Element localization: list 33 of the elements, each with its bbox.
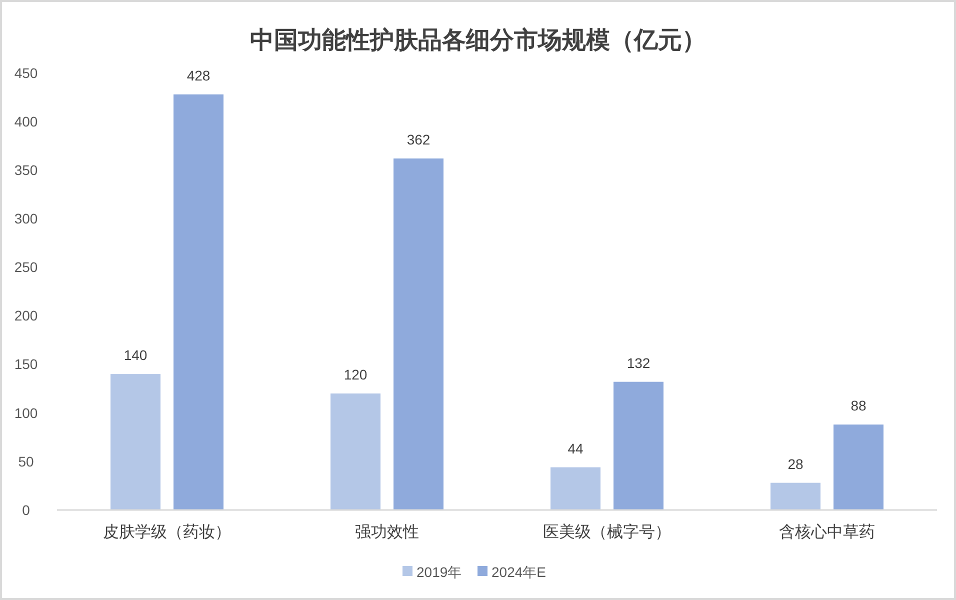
y-tick-label: 50	[18, 453, 34, 470]
y-tick-label: 100	[14, 404, 38, 421]
data-label: 88	[850, 398, 866, 414]
legend-label: 2019年	[416, 564, 462, 580]
bar	[394, 158, 444, 510]
bar	[770, 482, 820, 510]
legend-label: 2024年E	[492, 564, 546, 580]
y-tick-label: 350	[14, 162, 38, 178]
bar	[614, 382, 664, 510]
y-tick-label: 250	[14, 259, 38, 276]
bar	[330, 393, 380, 510]
data-label: 140	[124, 347, 148, 364]
data-label: 428	[186, 67, 210, 84]
x-tick-label: 皮肤学级（药妆）	[103, 523, 231, 541]
bar	[174, 94, 224, 510]
x-tick-label: 含核心中草药	[779, 523, 875, 541]
y-tick-label: 450	[14, 64, 38, 81]
data-label: 28	[788, 456, 804, 472]
bar	[550, 467, 600, 510]
bar	[834, 424, 884, 510]
data-label: 120	[344, 366, 368, 382]
y-tick-label: 400	[14, 113, 38, 130]
y-tick-label: 0	[22, 502, 30, 518]
x-tick-label: 强功效性	[355, 523, 419, 541]
y-tick-label: 200	[14, 308, 38, 324]
chart-title: 中国功能性护肤品各细分市场规模（亿元）	[250, 27, 706, 54]
x-tick-label: 医美级（械字号）	[543, 523, 671, 541]
data-label: 132	[626, 354, 650, 371]
data-label: 44	[568, 440, 584, 456]
y-tick-label: 300	[14, 210, 38, 227]
bar	[110, 374, 160, 510]
y-tick-label: 150	[14, 356, 38, 372]
data-label: 362	[406, 131, 430, 148]
